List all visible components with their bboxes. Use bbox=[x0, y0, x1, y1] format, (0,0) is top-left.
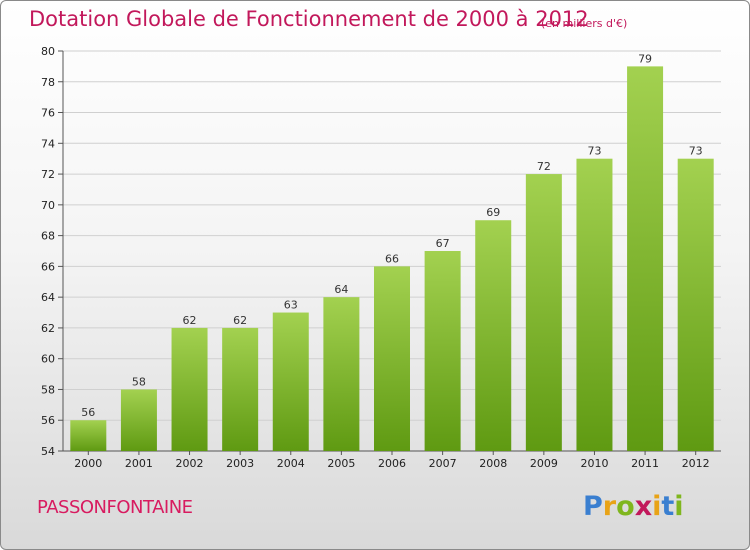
y-tick-label: 56 bbox=[41, 414, 55, 427]
y-tick-label: 68 bbox=[41, 230, 55, 243]
bar-2010 bbox=[576, 158, 613, 451]
proxiti-logo: Proxiti bbox=[583, 491, 684, 522]
y-tick-label: 78 bbox=[41, 76, 55, 89]
logo-letter: t bbox=[661, 491, 675, 522]
chart-subtitle: (en milliers d'€) bbox=[541, 17, 628, 30]
bar-value-label: 69 bbox=[486, 206, 500, 219]
bar-value-label: 73 bbox=[587, 145, 601, 158]
x-tick-label: 2008 bbox=[479, 457, 507, 470]
x-tick-label: 2012 bbox=[682, 457, 710, 470]
bar-2003 bbox=[222, 327, 259, 451]
y-tick-label: 64 bbox=[41, 291, 55, 304]
bar-2006 bbox=[374, 266, 410, 451]
bar-2000 bbox=[70, 420, 107, 451]
bar-value-label: 62 bbox=[183, 314, 197, 327]
y-tick-label: 80 bbox=[41, 45, 55, 58]
x-tick-label: 2007 bbox=[429, 457, 457, 470]
x-tick-label: 2002 bbox=[176, 457, 204, 470]
bar-2002 bbox=[171, 327, 208, 451]
x-tick-label: 2000 bbox=[74, 457, 102, 470]
bar-2011 bbox=[627, 66, 664, 451]
logo-letter: i bbox=[652, 491, 662, 522]
x-tick-label: 2001 bbox=[125, 457, 153, 470]
x-tick-label: 2006 bbox=[378, 457, 406, 470]
bar-value-label: 62 bbox=[233, 314, 247, 327]
chart-title: Dotation Globale de Fonctionnement de 20… bbox=[29, 7, 589, 31]
logo-letter: P bbox=[583, 491, 603, 522]
bar-value-label: 72 bbox=[537, 160, 551, 173]
bar-2008 bbox=[475, 220, 512, 451]
y-tick-label: 62 bbox=[41, 322, 55, 335]
bar-2001 bbox=[120, 389, 157, 451]
x-tick-label: 2009 bbox=[530, 457, 558, 470]
x-tick-label: 2010 bbox=[580, 457, 608, 470]
bar-value-label: 67 bbox=[436, 237, 450, 250]
bar-value-label: 79 bbox=[638, 52, 652, 65]
y-tick-label: 66 bbox=[41, 260, 55, 273]
x-tick-label: 2003 bbox=[226, 457, 254, 470]
y-tick-label: 70 bbox=[41, 199, 55, 212]
y-tick-label: 74 bbox=[41, 137, 55, 150]
bar-2009 bbox=[525, 174, 562, 452]
y-tick-label: 58 bbox=[41, 383, 55, 396]
bar-value-label: 58 bbox=[132, 375, 146, 388]
bar-value-label: 63 bbox=[284, 299, 298, 312]
labels: 2000 56 2001 58 2002 62 2003 62 2004 63 2005 64 2006… bbox=[74, 52, 709, 470]
logo-letter: x bbox=[634, 491, 653, 522]
bars bbox=[70, 66, 714, 452]
bar-value-label: 64 bbox=[334, 283, 348, 296]
x-tick-label: 2004 bbox=[277, 457, 305, 470]
y-tick-label: 60 bbox=[41, 353, 55, 366]
x-tick-label: 2005 bbox=[327, 457, 355, 470]
bar-2012 bbox=[677, 158, 714, 451]
x-tick-label: 2011 bbox=[631, 457, 659, 470]
bar-2005 bbox=[323, 297, 360, 451]
logo-letter: i bbox=[674, 491, 684, 522]
y-tick-label: 76 bbox=[41, 107, 55, 120]
commune-name: PASSONFONTAINE bbox=[37, 497, 193, 518]
logo-letter: r bbox=[602, 491, 617, 522]
y-tick-label: 72 bbox=[41, 168, 55, 181]
bar-2007 bbox=[424, 251, 461, 451]
bar-value-label: 56 bbox=[81, 406, 95, 419]
bar-value-label: 66 bbox=[385, 252, 399, 265]
logo-letter: o bbox=[616, 491, 635, 522]
bar-2004 bbox=[272, 312, 309, 451]
bar-value-label: 73 bbox=[689, 145, 703, 158]
y-tick-label: 54 bbox=[41, 445, 55, 458]
